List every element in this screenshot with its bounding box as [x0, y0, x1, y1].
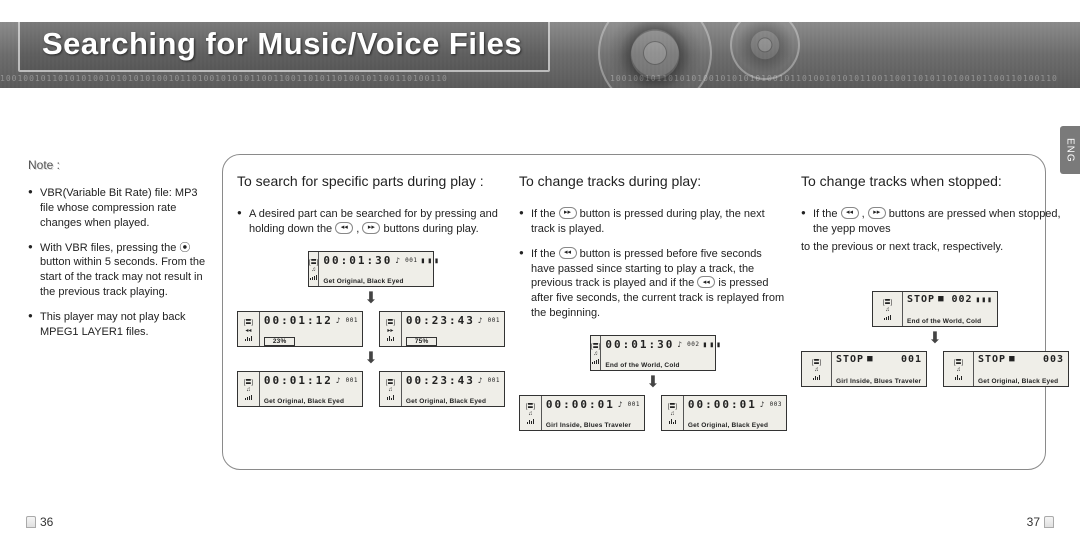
section-change-tracks-stopped: To change tracks when stopped: If the ◂◂…	[801, 173, 1069, 455]
note-item: This player may not play back MPEG1 LAYE…	[28, 310, 210, 340]
arrow-down-icon: ⬇	[928, 331, 941, 347]
page-number-left: 36	[26, 515, 53, 529]
lcd-display: [〓]▸▸ 00:23:43♪001 75%	[379, 311, 505, 347]
arrow-down-icon: ⬇	[364, 351, 377, 367]
header-band: 1001001011010101001010101010010110100101…	[0, 22, 1080, 88]
lcd-display: [〓]♫ 00:01:12♪001 Get Original, Black Ey…	[237, 371, 363, 407]
lcd-display: [〓]♫ 00:00:01♪003 Get Original, Black Ey…	[661, 395, 787, 431]
instruction-item: If the ◂◂ button is pressed before five …	[519, 247, 787, 321]
rewind-icon: ◂◂	[841, 207, 859, 219]
instruction-item: A desired part can be searched for by pr…	[237, 207, 505, 237]
forward-icon: ▸▸	[559, 207, 577, 219]
section-title: To change tracks when stopped:	[801, 173, 1069, 189]
arrow-down-icon: ⬇	[364, 291, 377, 307]
binary-pattern: 1001001011010101001010101010010110100101…	[0, 74, 448, 83]
page-title: Searching for Music/Voice Files	[42, 26, 522, 62]
page-title-frame: Searching for Music/Voice Files	[18, 22, 550, 72]
lcd-display: [〓]♫ 00:01:30♪002▮▮▮ End of the World, C…	[590, 335, 716, 371]
lcd-display: [〓]◂◂ 00:01:12♪001 23%	[237, 311, 363, 347]
note-item: VBR(Variable Bit Rate) file: MP3 file wh…	[28, 186, 210, 231]
page-number-right: 37	[1027, 515, 1054, 529]
instruction-item: If the ◂◂ , ▸▸ buttons are pressed when …	[801, 207, 1069, 237]
instruction-item: If the ▸▸ button is pressed during play,…	[519, 207, 787, 237]
rewind-icon: ◂◂	[559, 247, 577, 259]
language-tab: ENG	[1060, 126, 1080, 174]
lcd-display: [〓]♫ STOP■002▮▮▮ End of the World, Cold	[872, 291, 998, 327]
note-column: Note : VBR(Variable Bit Rate) file: MP3 …	[28, 158, 210, 350]
content-box: To search for specific parts during play…	[222, 154, 1046, 470]
lcd-display: [〓]♫ STOP■003 Get Original, Black Eyed	[943, 351, 1069, 387]
section-search-parts: To search for specific parts during play…	[237, 173, 505, 455]
section-title: To change tracks during play:	[519, 173, 787, 189]
page-flap-icon	[26, 516, 36, 528]
note-list: VBR(Variable Bit Rate) file: MP3 file wh…	[28, 186, 210, 340]
forward-icon: ▸▸	[868, 207, 886, 219]
rewind-icon: ◂◂	[697, 276, 715, 288]
note-item: With VBR files, pressing the ⦿ button wi…	[28, 241, 210, 300]
section-change-tracks-play: To change tracks during play: If the ▸▸ …	[519, 173, 787, 455]
lcd-display: [〓]♫ 00:01:30♪001▮▮▮ Get Original, Black…	[308, 251, 434, 287]
rewind-icon: ◂◂	[335, 222, 353, 234]
section-title: To search for specific parts during play…	[237, 173, 505, 189]
lcd-display: [〓]♫ 00:00:01♪001 Girl Inside, Blues Tra…	[519, 395, 645, 431]
forward-icon: ▸▸	[362, 222, 380, 234]
disc-graphic	[730, 22, 800, 80]
disc-graphic	[598, 22, 712, 88]
page-flap-icon	[1044, 516, 1054, 528]
lcd-display: [〓]♫ STOP■001 Girl Inside, Blues Travele…	[801, 351, 927, 387]
arrow-down-icon: ⬇	[646, 375, 659, 391]
instruction-continuation: to the previous or next track, respectiv…	[801, 241, 1069, 253]
lcd-display: [〓]♫ 00:23:43♪001 Get Original, Black Ey…	[379, 371, 505, 407]
note-label: Note :	[28, 158, 210, 172]
